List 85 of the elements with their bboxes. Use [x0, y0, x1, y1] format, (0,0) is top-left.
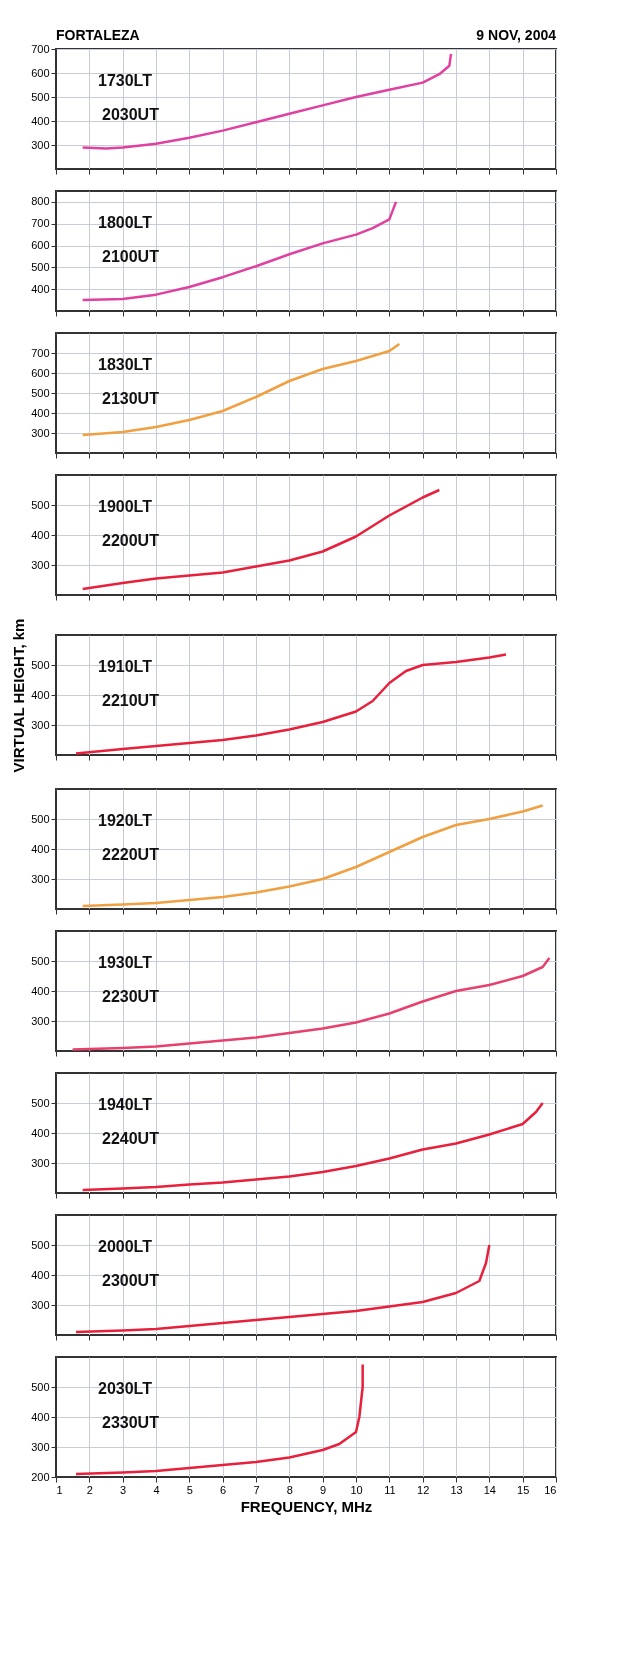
x-tick-label: 14	[483, 1483, 496, 1496]
annotation: 1800LT	[98, 214, 153, 231]
y-tick-label: 300	[31, 558, 50, 571]
annotation: 1910LT	[98, 658, 153, 675]
y-tick-label: 500	[31, 498, 50, 511]
annotation: 2200UT	[102, 532, 160, 549]
annotation: 2220UT	[102, 846, 160, 863]
x-tick-label: 10	[350, 1483, 363, 1496]
annotation: 1940LT	[98, 1096, 153, 1113]
y-tick-label: 500	[31, 260, 50, 273]
x-tick-label: 7	[253, 1483, 260, 1496]
line-series	[81, 488, 441, 591]
y-tick-label: 500	[31, 1380, 50, 1393]
y-tick-label: 500	[31, 812, 50, 825]
annotation: 1920LT	[98, 812, 153, 829]
annotation: 2000LT	[98, 1238, 153, 1255]
x-tick-label: 16	[544, 1483, 557, 1496]
y-tick-label: 300	[31, 1440, 50, 1453]
annotation: 2230UT	[102, 988, 160, 1005]
y-tick-label: 300	[31, 138, 50, 151]
x-tick-label: 12	[417, 1483, 430, 1496]
y-tick-label: 500	[31, 658, 50, 671]
y-tick-label: 600	[31, 366, 50, 379]
line-series	[71, 956, 551, 1051]
y-tick-label: 500	[31, 90, 50, 103]
y-axis-title: VIRTUAL HEIGHT, km	[10, 618, 28, 773]
y-tick-label: 700	[31, 217, 50, 230]
y-tick-label: 400	[31, 114, 50, 127]
y-tick-label: 400	[31, 406, 50, 419]
x-tick-label: 6	[220, 1483, 227, 1496]
annotation: 1900LT	[98, 498, 153, 515]
y-tick-label: 400	[31, 842, 50, 855]
annotation: 2030LT	[98, 1380, 153, 1397]
line-series	[81, 342, 401, 437]
x-tick-label: 11	[384, 1483, 396, 1496]
y-tick-label: 500	[31, 386, 50, 399]
y-tick-label: 400	[31, 1126, 50, 1139]
y-tick-label: 500	[31, 954, 50, 967]
y-tick-label: 500	[31, 1238, 50, 1251]
annotation: 2330UT	[102, 1414, 160, 1431]
line-series	[81, 200, 398, 302]
y-tick-label: 300	[31, 426, 50, 439]
annotation: 1830LT	[98, 356, 153, 373]
y-tick-label: 400	[31, 1268, 50, 1281]
annotation: 2030UT	[102, 106, 160, 123]
annotation: 2240UT	[102, 1130, 160, 1147]
x-tick-label: 1	[56, 1483, 63, 1496]
chart-title: FORTALEZA	[56, 27, 140, 43]
annotation: 2130UT	[102, 390, 160, 407]
y-tick-label: 400	[31, 528, 50, 541]
y-tick-label: 300	[31, 1014, 50, 1027]
annotation: 1730LT	[98, 72, 153, 89]
y-tick-label: 300	[31, 1156, 50, 1169]
line-series	[81, 52, 453, 150]
annotation: 2300UT	[102, 1272, 160, 1289]
annotation: 2210UT	[102, 692, 160, 709]
y-tick-label: 700	[31, 42, 50, 55]
y-tick-label: 400	[31, 282, 50, 295]
chart-subtitle: 9 NOV, 2004	[476, 27, 557, 43]
line-series	[74, 1363, 364, 1476]
y-tick-label: 700	[31, 346, 50, 359]
y-tick-label: 800	[31, 195, 50, 208]
y-tick-label: 400	[31, 984, 50, 997]
y-tick-label: 300	[31, 872, 50, 885]
x-axis-title: FREQUENCY, MHz	[240, 1497, 373, 1515]
line-series	[81, 804, 544, 908]
line-series	[74, 653, 508, 755]
x-tick-label: 15	[517, 1483, 530, 1496]
y-tick-label: 500	[31, 1096, 50, 1109]
annotation: 1930LT	[98, 954, 153, 971]
y-tick-label: 300	[31, 718, 50, 731]
x-tick-label: 8	[286, 1483, 293, 1496]
y-tick-label: 600	[31, 239, 50, 252]
x-tick-label: 13	[450, 1483, 463, 1496]
x-tick-label: 3	[120, 1483, 127, 1496]
x-tick-label: 5	[186, 1483, 193, 1496]
x-tick-label: 9	[320, 1483, 327, 1496]
y-tick-label: 300	[31, 1298, 50, 1311]
x-tick-label: 4	[153, 1483, 160, 1496]
y-tick-label: 400	[31, 1410, 50, 1423]
x-tick-label: 2	[86, 1483, 93, 1496]
annotation: 2100UT	[102, 248, 160, 265]
y-tick-label: 200	[31, 1470, 50, 1483]
y-tick-label: 400	[31, 688, 50, 701]
y-tick-label: 600	[31, 66, 50, 79]
